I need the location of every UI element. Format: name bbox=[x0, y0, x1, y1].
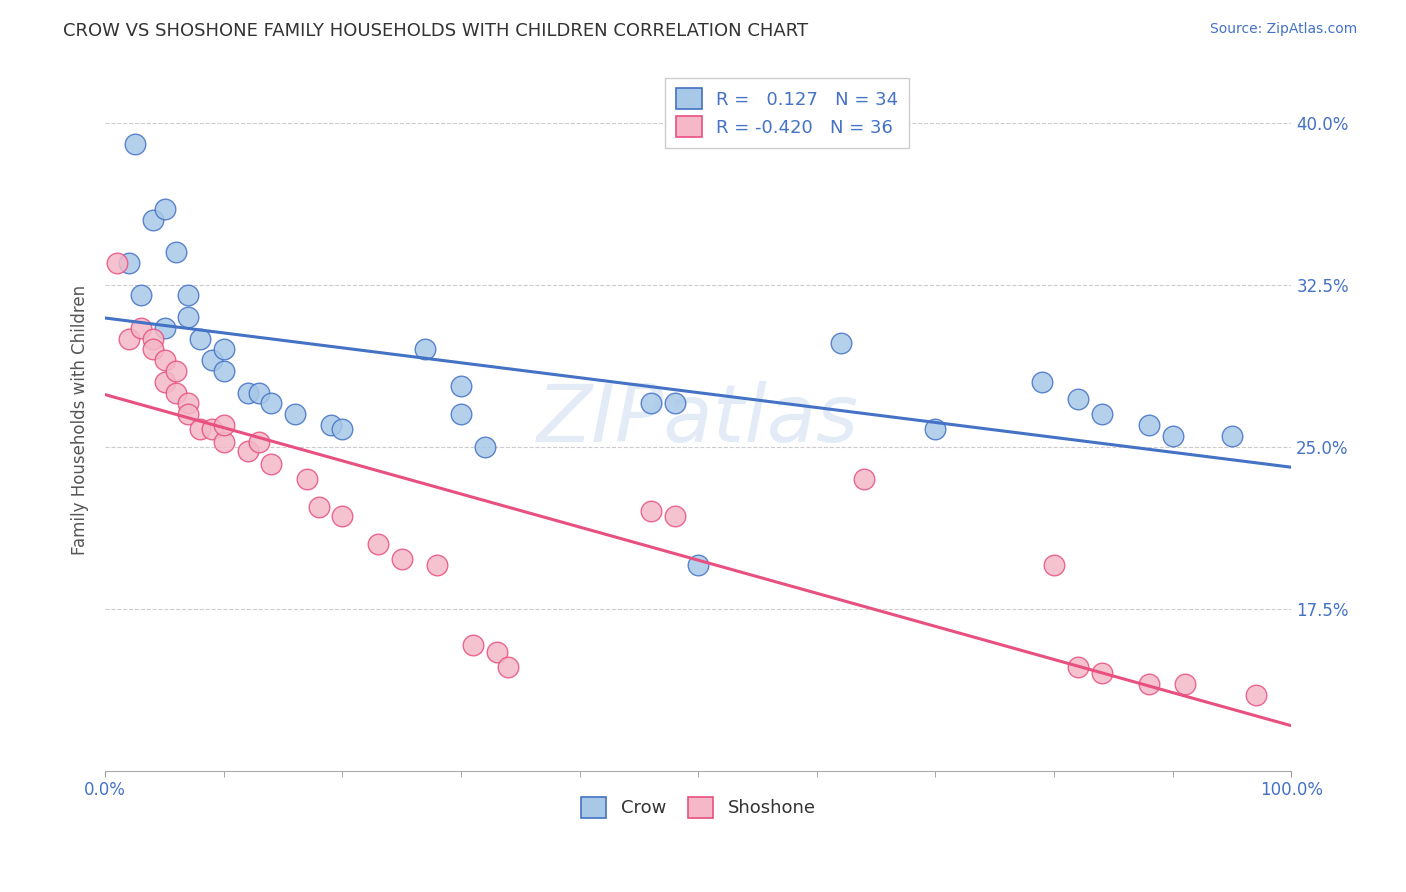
Point bbox=[664, 508, 686, 523]
Point bbox=[1137, 417, 1160, 432]
Point bbox=[391, 552, 413, 566]
Point bbox=[332, 508, 354, 523]
Point bbox=[426, 558, 449, 573]
Point bbox=[260, 396, 283, 410]
Legend: Crow, Shoshone: Crow, Shoshone bbox=[574, 789, 823, 825]
Point bbox=[249, 435, 271, 450]
Point bbox=[236, 444, 259, 458]
Point bbox=[177, 310, 200, 324]
Point bbox=[1137, 677, 1160, 691]
Point bbox=[450, 407, 472, 421]
Point bbox=[177, 288, 200, 302]
Point bbox=[201, 422, 224, 436]
Point bbox=[201, 353, 224, 368]
Point bbox=[1244, 688, 1267, 702]
Point bbox=[853, 472, 876, 486]
Point bbox=[105, 256, 128, 270]
Point bbox=[498, 660, 520, 674]
Point bbox=[485, 645, 508, 659]
Point bbox=[212, 343, 235, 357]
Point bbox=[153, 320, 176, 334]
Point bbox=[1090, 407, 1112, 421]
Point bbox=[1067, 392, 1090, 406]
Point bbox=[924, 422, 946, 436]
Point bbox=[1031, 375, 1053, 389]
Point bbox=[177, 407, 200, 421]
Point bbox=[212, 435, 235, 450]
Point bbox=[640, 396, 662, 410]
Point bbox=[1043, 558, 1066, 573]
Point bbox=[830, 335, 852, 350]
Point bbox=[367, 537, 389, 551]
Point bbox=[1220, 429, 1243, 443]
Point bbox=[1161, 429, 1184, 443]
Point bbox=[124, 137, 146, 152]
Point bbox=[1174, 677, 1197, 691]
Point bbox=[319, 417, 342, 432]
Point bbox=[153, 375, 176, 389]
Point bbox=[249, 385, 271, 400]
Point bbox=[260, 457, 283, 471]
Point bbox=[212, 417, 235, 432]
Point bbox=[640, 504, 662, 518]
Point bbox=[295, 472, 318, 486]
Point bbox=[474, 440, 496, 454]
Point bbox=[1090, 666, 1112, 681]
Y-axis label: Family Households with Children: Family Households with Children bbox=[72, 285, 89, 555]
Point bbox=[142, 343, 165, 357]
Point bbox=[688, 558, 710, 573]
Point bbox=[165, 364, 187, 378]
Point bbox=[188, 332, 211, 346]
Point bbox=[153, 202, 176, 216]
Point bbox=[165, 385, 187, 400]
Point bbox=[118, 256, 141, 270]
Point bbox=[129, 320, 152, 334]
Point bbox=[332, 422, 354, 436]
Point bbox=[165, 245, 187, 260]
Point bbox=[461, 639, 484, 653]
Point bbox=[177, 396, 200, 410]
Point bbox=[284, 407, 307, 421]
Point bbox=[212, 364, 235, 378]
Point bbox=[415, 343, 437, 357]
Point bbox=[153, 353, 176, 368]
Point bbox=[664, 396, 686, 410]
Text: CROW VS SHOSHONE FAMILY HOUSEHOLDS WITH CHILDREN CORRELATION CHART: CROW VS SHOSHONE FAMILY HOUSEHOLDS WITH … bbox=[63, 22, 808, 40]
Point bbox=[118, 332, 141, 346]
Point bbox=[1067, 660, 1090, 674]
Text: Source: ZipAtlas.com: Source: ZipAtlas.com bbox=[1209, 22, 1357, 37]
Point bbox=[236, 385, 259, 400]
Point bbox=[142, 332, 165, 346]
Point bbox=[188, 422, 211, 436]
Text: ZIPatlas: ZIPatlas bbox=[537, 381, 859, 458]
Point bbox=[142, 212, 165, 227]
Point bbox=[308, 500, 330, 515]
Point bbox=[450, 379, 472, 393]
Point bbox=[129, 288, 152, 302]
